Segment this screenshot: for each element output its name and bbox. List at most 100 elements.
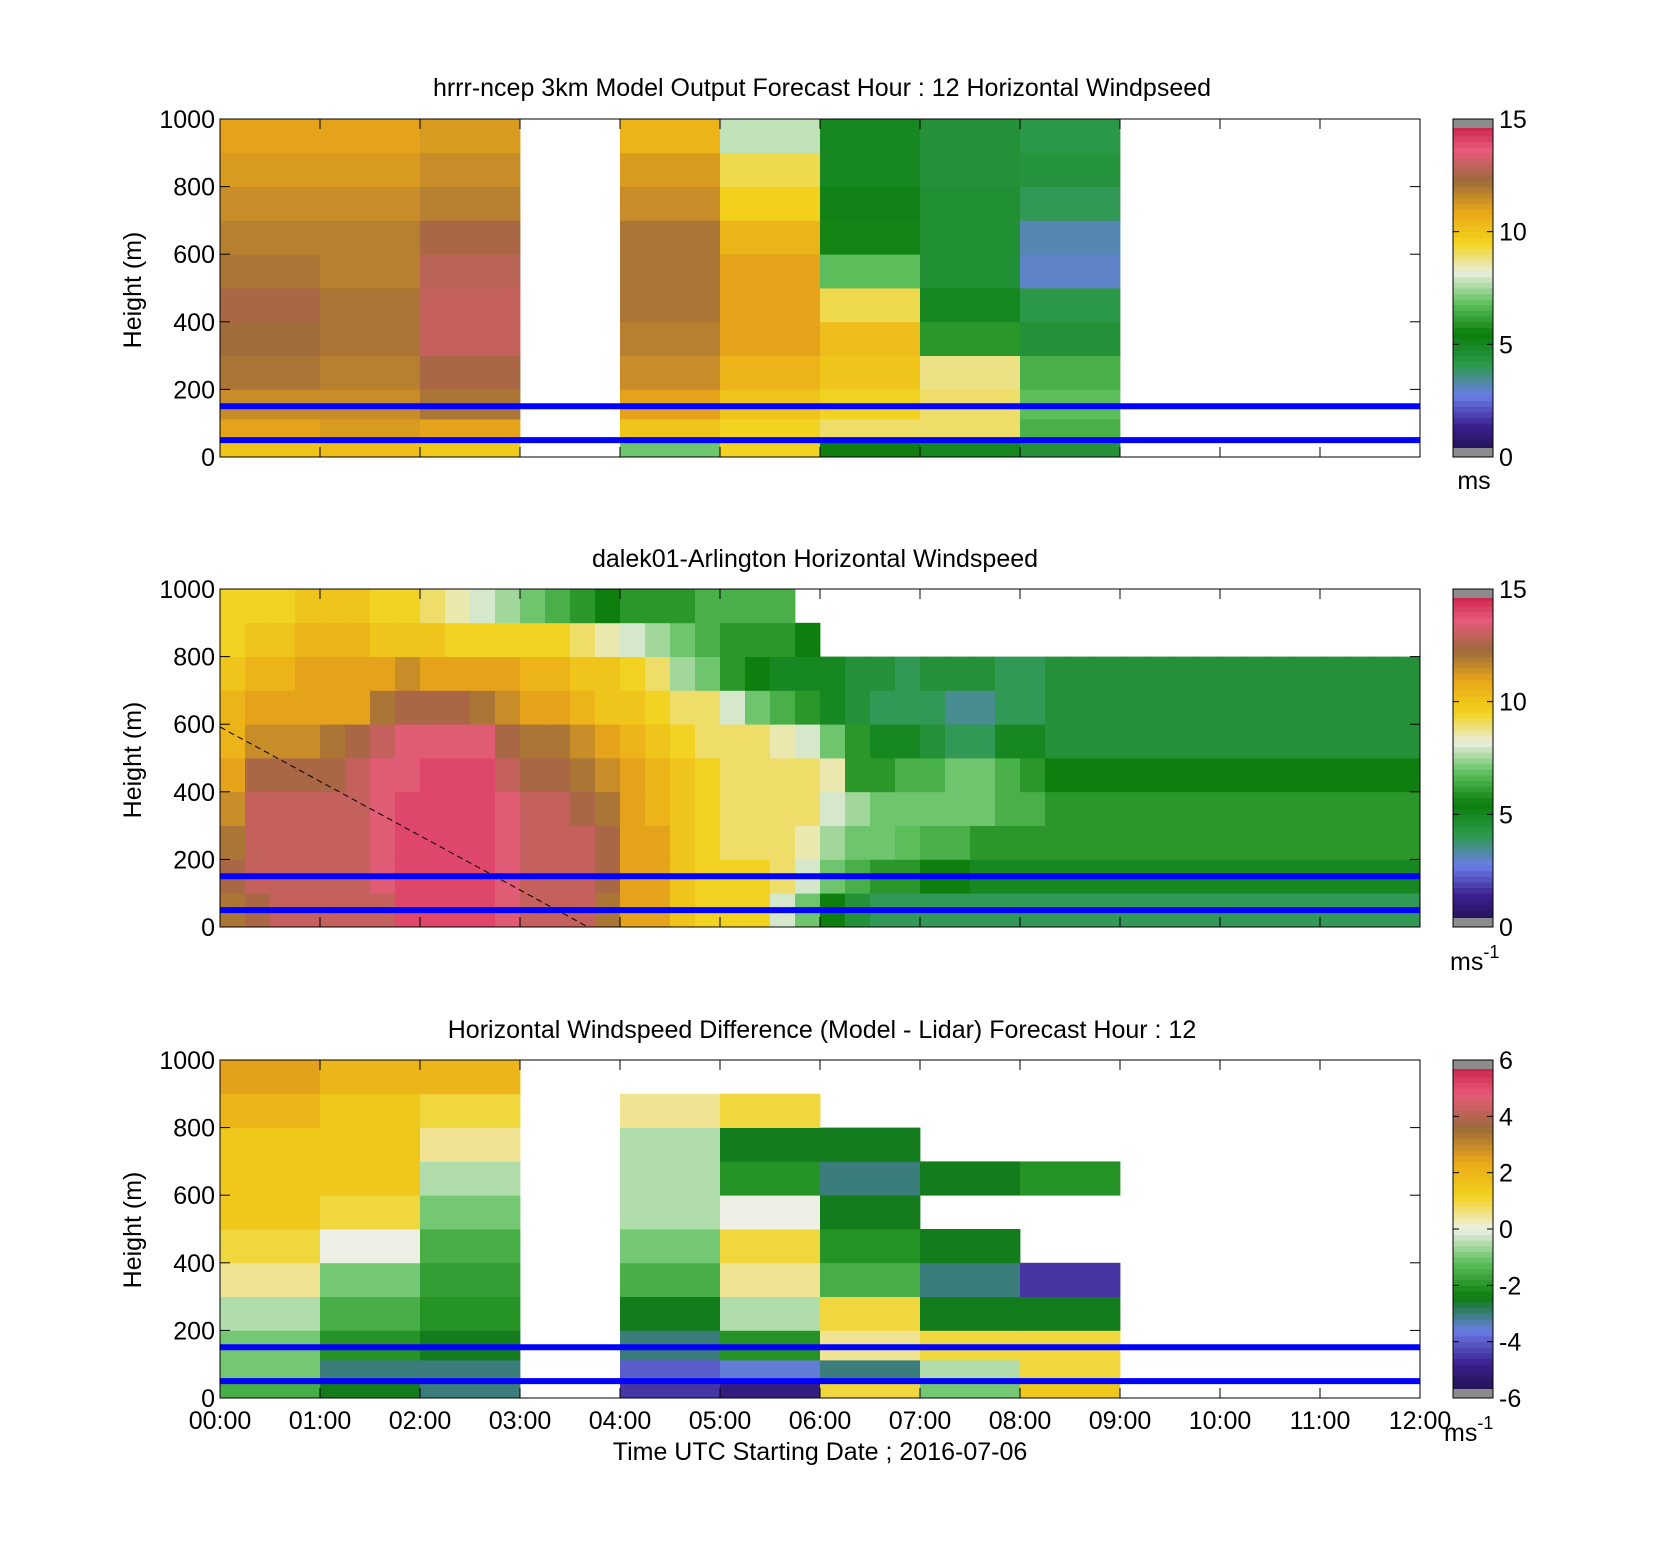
- colorbar-segment: [1453, 1240, 1493, 1247]
- y-tick-label: 600: [173, 1182, 215, 1210]
- heatmap-cell: [1020, 1296, 1121, 1331]
- colorbar-segment: [1453, 428, 1493, 435]
- heatmap-cell: [620, 152, 721, 187]
- x-axis-label: Time UTC Starting Date ; 2016-07-06: [613, 1438, 1028, 1466]
- heatmap-cell: [320, 690, 346, 725]
- heatmap-cell: [495, 724, 521, 759]
- heatmap-cell: [720, 419, 821, 441]
- heatmap-cell: [370, 791, 396, 826]
- heatmap-cell: [645, 825, 671, 860]
- heatmap-cell: [1020, 1161, 1121, 1196]
- x-tick-label: 00:00: [189, 1407, 252, 1435]
- heatmap-cell: [1245, 724, 1271, 759]
- heatmap-cell: [1370, 690, 1396, 725]
- colorbar-segment: [1453, 1223, 1493, 1230]
- heatmap-cell: [395, 724, 421, 759]
- colorbar-segment: [1453, 645, 1493, 652]
- heatmap-cell: [770, 791, 796, 826]
- heatmap-cell: [1145, 656, 1171, 691]
- heatmap-cell: [720, 321, 821, 356]
- panel-model-output-ylabel: Height (m): [119, 232, 147, 349]
- y-tick-label: 400: [173, 309, 215, 337]
- colorbar-segment: [1453, 304, 1493, 311]
- heatmap-cell: [220, 1262, 321, 1297]
- colorbar-segment: [1453, 820, 1493, 827]
- colorbar-segment: [1453, 786, 1493, 793]
- heatmap-cell: [320, 152, 421, 187]
- heatmap-cell: [420, 656, 446, 691]
- colorbar-segment: [1453, 1347, 1493, 1354]
- heatmap-cell: [995, 825, 1021, 860]
- colorbar-segment: [1453, 735, 1493, 742]
- heatmap-cell: [320, 419, 421, 441]
- x-tick-label: 07:00: [889, 1407, 952, 1435]
- heatmap-cell: [620, 656, 646, 691]
- heatmap-cell: [820, 825, 846, 860]
- heatmap-cell: [245, 656, 271, 691]
- colorbar-segment: [1453, 803, 1493, 810]
- heatmap-cell: [1020, 440, 1121, 458]
- heatmap-cell: [845, 791, 871, 826]
- colorbar-segment: [1453, 175, 1493, 182]
- heatmap-cell: [1370, 791, 1396, 826]
- heatmap-cell: [920, 355, 1021, 390]
- heatmap-cell: [370, 622, 396, 657]
- colorbar-segment: [1453, 836, 1493, 843]
- heatmap-cell: [1295, 825, 1321, 860]
- heatmap-cell: [270, 622, 296, 657]
- heatmap-cell: [345, 622, 371, 657]
- heatmap-cell: [620, 825, 646, 860]
- colorbar-segment: [1453, 1341, 1493, 1348]
- heatmap-cell: [445, 622, 471, 657]
- heatmap-cell: [570, 724, 596, 759]
- heatmap-cell: [370, 825, 396, 860]
- heatmap-cell: [720, 440, 821, 458]
- heatmap-cell: [1070, 791, 1096, 826]
- colorbar-segment: [1453, 1319, 1493, 1326]
- heatmap-cell: [495, 589, 521, 624]
- colorbar-segment: [1453, 1155, 1493, 1162]
- heatmap-cell: [895, 690, 921, 725]
- heatmap-cell: [545, 825, 571, 860]
- heatmap-cell: [320, 791, 346, 826]
- heatmap-cell: [1020, 152, 1121, 187]
- heatmap-cell: [220, 1296, 321, 1331]
- heatmap-cell: [1195, 758, 1221, 793]
- panel-model-output-y-ticks: 0 200 400 600 800 1000: [159, 106, 1420, 472]
- colorbar-segment: [1453, 276, 1493, 283]
- heatmap-cell: [920, 1161, 1021, 1196]
- y-tick-label: 600: [173, 241, 215, 269]
- heatmap-cell: [1045, 724, 1071, 759]
- colorbar-segment: [1453, 1313, 1493, 1320]
- colorbar-segment: [1453, 152, 1493, 159]
- heatmap-cell: [795, 656, 821, 691]
- colorbar-overflow-bottom: [1453, 918, 1493, 927]
- panel-difference-y-ticks: 0 200 400 600 800 1000: [159, 1047, 1420, 1413]
- heatmap-cell: [1170, 656, 1196, 691]
- heatmap-cell: [845, 758, 871, 793]
- heatmap-cell: [320, 1195, 421, 1230]
- heatmap-cell: [820, 1127, 921, 1162]
- heatmap-cell: [295, 589, 321, 624]
- heatmap-cell: [570, 825, 596, 860]
- colorbar-segment: [1453, 248, 1493, 255]
- panel-model-output-colorbar: 0 5 10 15: [1452, 106, 1527, 472]
- heatmap-cell: [720, 152, 821, 187]
- colorbar-tick-label: 4: [1499, 1103, 1513, 1131]
- colorbar-segment: [1453, 1257, 1493, 1264]
- heatmap-cell: [1220, 724, 1246, 759]
- panel-difference-heatmap: [220, 1060, 1121, 1399]
- heatmap-cell: [320, 186, 421, 221]
- heatmap-cell: [1095, 791, 1121, 826]
- heatmap-cell: [820, 1360, 921, 1382]
- heatmap-cell: [595, 758, 621, 793]
- heatmap-cell: [1270, 825, 1296, 860]
- colorbar-segment: [1453, 406, 1493, 413]
- heatmap-cell: [320, 1060, 421, 1095]
- y-tick-label: 400: [173, 1250, 215, 1278]
- heatmap-cell: [1220, 656, 1246, 691]
- heatmap-cell: [745, 791, 771, 826]
- heatmap-cell: [220, 186, 321, 221]
- heatmap-cell: [820, 656, 846, 691]
- colorbar-segment: [1453, 1279, 1493, 1286]
